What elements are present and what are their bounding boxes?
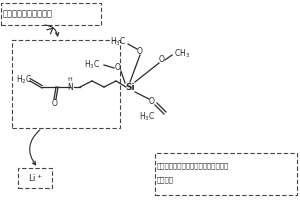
- FancyArrowPatch shape: [30, 130, 40, 165]
- Text: 层叠式电解质中的无机物、正极材料、: 层叠式电解质中的无机物、正极材料、: [157, 163, 229, 169]
- Text: O: O: [115, 64, 121, 72]
- Text: Li$^+$: Li$^+$: [28, 172, 42, 184]
- Text: N: N: [67, 82, 73, 92]
- Text: H$_3$C: H$_3$C: [110, 36, 126, 48]
- Text: O: O: [137, 47, 143, 56]
- Text: CH$_3$: CH$_3$: [174, 48, 190, 60]
- Text: H$_2$C: H$_2$C: [16, 74, 32, 86]
- Text: O: O: [52, 98, 58, 108]
- Text: H$_3$C: H$_3$C: [139, 111, 155, 123]
- Text: 层叠式电解质中有机物: 层叠式电解质中有机物: [3, 9, 53, 19]
- Text: 负极材料: 负极材料: [157, 177, 174, 183]
- Text: H$_3$C: H$_3$C: [84, 59, 100, 71]
- Text: H: H: [68, 77, 72, 82]
- Text: O: O: [149, 98, 155, 106]
- Text: O: O: [159, 55, 165, 64]
- FancyArrowPatch shape: [45, 25, 59, 36]
- Text: Si: Si: [125, 82, 135, 92]
